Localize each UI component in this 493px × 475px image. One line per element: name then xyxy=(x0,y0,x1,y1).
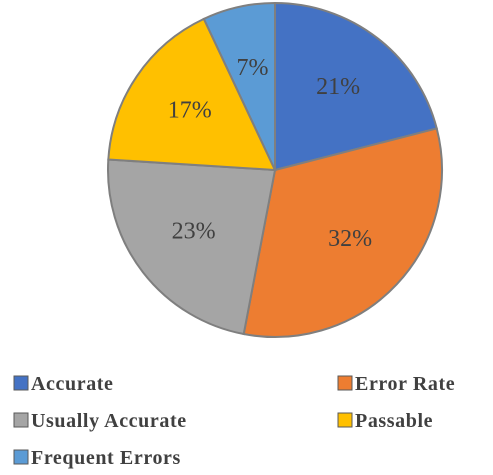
legend-label: Error Rate xyxy=(355,373,455,395)
legend-label: Accurate xyxy=(31,373,114,395)
legend-label: Passable xyxy=(355,410,433,432)
slice-label-usually-accurate: 23% xyxy=(172,219,216,245)
slice-label-accurate: 21% xyxy=(316,74,360,100)
legend: Accurate Error Rate Usually Accurate Passab… xyxy=(13,373,455,469)
legend-item-accurate: Accurate xyxy=(13,373,114,395)
legend-swatch xyxy=(13,412,29,428)
legend-item-frequent-errors: Frequent Errors xyxy=(13,447,181,469)
legend-swatch xyxy=(337,375,353,391)
pie-slice-usually-accurate xyxy=(107,158,277,336)
legend-label: Usually Accurate xyxy=(31,410,187,432)
slice-label-error-rate: 32% xyxy=(328,226,372,252)
pie-slice-passable xyxy=(107,17,277,172)
legend-label: Frequent Errors xyxy=(31,447,181,469)
legend-item-usually-accurate: Usually Accurate xyxy=(13,410,187,432)
pie-slices xyxy=(107,1,443,338)
legend-swatch xyxy=(13,375,29,391)
pie-slice-frequent-errors xyxy=(202,1,276,171)
legend-swatch xyxy=(13,449,29,465)
slice-label-passable: 17% xyxy=(168,98,212,124)
legend-item-error-rate: Error Rate xyxy=(337,373,455,395)
legend-swatch xyxy=(337,412,353,428)
legend-item-passable: Passable xyxy=(337,410,433,432)
pie-slice-accurate xyxy=(274,1,438,172)
pie-slice-error-rate xyxy=(242,127,443,338)
slice-label-frequent-errors: 7% xyxy=(237,55,269,81)
pie-slice-labels: 21% 32% 23% 17% 7% xyxy=(168,55,372,252)
